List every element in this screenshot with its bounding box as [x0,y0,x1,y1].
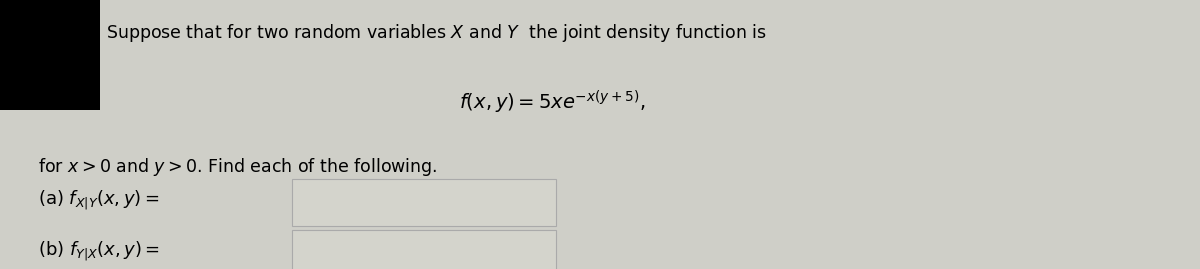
Bar [0,0,100,110]
Text: $f(x, y) = 5xe^{-x(y+5)},$: $f(x, y) = 5xe^{-x(y+5)},$ [458,89,646,116]
Text: (a) $f_{X|Y}(x, y) =$: (a) $f_{X|Y}(x, y) =$ [38,189,160,212]
FancyBboxPatch shape [292,230,556,269]
Text: (b) $f_{Y|X}(x, y) =$: (b) $f_{Y|X}(x, y) =$ [38,240,161,263]
Text: for $x > 0$ and $y > 0$. Find each of the following.: for $x > 0$ and $y > 0$. Find each of th… [38,156,438,178]
Text: Suppose that for two random variables $X$ and $Y$  the joint density function is: Suppose that for two random variables $X… [106,22,767,44]
FancyBboxPatch shape [292,179,556,226]
